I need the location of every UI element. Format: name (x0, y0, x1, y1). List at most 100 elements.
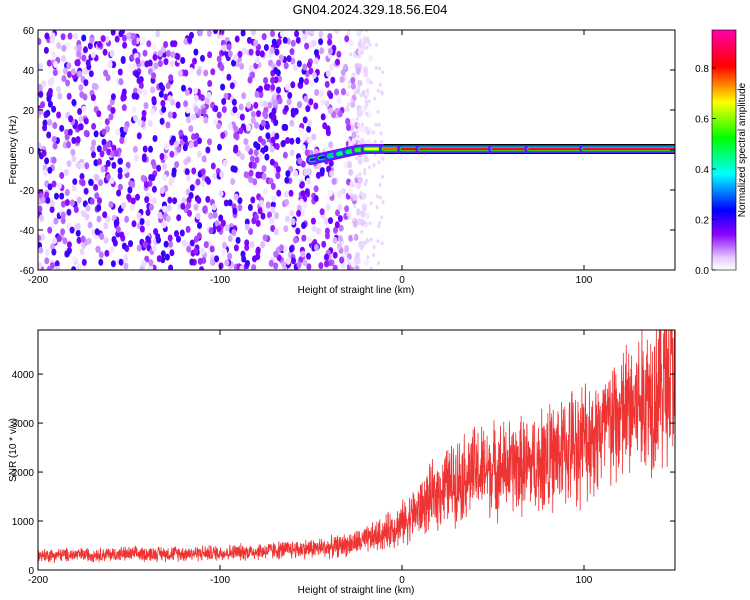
heatmap-cell (273, 250, 279, 258)
heatmap-cell (260, 241, 266, 249)
heatmap-cell (96, 145, 102, 153)
heatmap-cell (298, 127, 304, 135)
heatmap-cell (251, 264, 257, 270)
heatmap-cell (66, 241, 72, 249)
heatmap-cell (67, 128, 73, 136)
heatmap-cell (91, 122, 97, 130)
heatmap-cell (158, 90, 164, 98)
heatmap-cell (64, 199, 70, 206)
heatmap-cell (54, 260, 60, 268)
heatmap-cell (80, 179, 86, 187)
heatmap-cell (60, 55, 66, 63)
heatmap-cell (351, 131, 357, 139)
heatmap-cell (233, 146, 238, 154)
heatmap-cell (72, 255, 77, 263)
heatmap-cell (257, 207, 263, 215)
heatmap-cell (283, 225, 289, 233)
heatmap-cell (38, 62, 43, 70)
heatmap-cell (274, 48, 280, 56)
heatmap-cell (264, 122, 270, 130)
heatmap-cell (91, 82, 97, 90)
heatmap-cell (303, 95, 309, 103)
heatmap-cell (245, 259, 250, 267)
heatmap-cell (216, 122, 222, 130)
heatmap-cell (269, 216, 274, 224)
heatmap-cell (233, 244, 239, 252)
heatmap-cell (325, 203, 331, 211)
heatmap-cell (270, 83, 276, 91)
heatmap-cell (81, 105, 87, 113)
heatmap-cell (313, 102, 319, 110)
heatmap-cell (41, 149, 47, 157)
heatmap-cell (183, 69, 189, 77)
heatmap-cell (240, 30, 246, 37)
heatmap-cell (325, 70, 331, 78)
heatmap-cell (76, 236, 82, 244)
y-tick-label: 4000 (12, 370, 35, 381)
heatmap-cell (151, 42, 157, 50)
heatmap-cell (79, 248, 85, 256)
heatmap-cell (334, 88, 340, 96)
heatmap-cell (305, 177, 311, 185)
heatmap-cell (283, 62, 289, 70)
heatmap-cell (79, 162, 85, 170)
heatmap-cell (270, 206, 276, 214)
heatmap-cell (193, 140, 199, 148)
heatmap-cell (128, 240, 133, 248)
heatmap-cell (227, 199, 233, 207)
heatmap-cell (220, 83, 226, 91)
heatmap-cell (145, 219, 151, 227)
heatmap-cell (198, 30, 203, 37)
heatmap-cell (376, 239, 380, 244)
heatmap-cell (125, 161, 131, 169)
heatmap-cell (320, 98, 326, 106)
heatmap-cell (285, 170, 291, 178)
heatmap-cell (62, 237, 68, 245)
heatmap-cell (66, 92, 72, 100)
heatmap-cell (161, 220, 167, 228)
heatmap-cell (352, 217, 356, 222)
snr-ylabel: SNR (10 * v/v) (8, 418, 19, 482)
heatmap-cell (272, 99, 277, 107)
heatmap-cell (171, 167, 177, 175)
heatmap-cell (329, 170, 335, 178)
heatmap-cell (271, 38, 277, 46)
heatmap-cell (314, 49, 319, 57)
heatmap-cell (98, 179, 103, 187)
heatmap-cell (95, 245, 101, 253)
heatmap-cell (290, 110, 296, 118)
heatmap-cell (280, 30, 285, 38)
heatmap-cell (217, 143, 222, 151)
heatmap-cell (372, 130, 376, 135)
heatmap-cell (144, 196, 150, 204)
heatmap-cell (255, 219, 261, 227)
heatmap-cell (40, 101, 46, 109)
heatmap-cell (55, 265, 61, 270)
heatmap-cell (159, 153, 165, 160)
heatmap-cell (38, 205, 43, 213)
heatmap-cell (148, 145, 153, 153)
heatmap-cell (143, 181, 149, 189)
heatmap-cell (67, 71, 72, 78)
heatmap-cell (49, 199, 55, 207)
heatmap-cell (185, 106, 191, 114)
heatmap-cell (59, 192, 65, 200)
heatmap-cell (347, 102, 351, 107)
heatmap-cell (52, 122, 58, 129)
heatmap-cell (176, 235, 181, 243)
heatmap-cell (160, 84, 166, 92)
heatmap-cell (71, 184, 77, 192)
heatmap-cell (311, 71, 317, 79)
heatmap-cell (187, 209, 192, 217)
heatmap-cell (69, 226, 75, 234)
heatmap-cell (164, 143, 170, 151)
heatmap-cell (328, 92, 334, 100)
heatmap-cell (169, 150, 175, 158)
heatmap-cell (357, 176, 363, 184)
heatmap-cell (39, 214, 44, 222)
heatmap-cell (273, 228, 279, 236)
heatmap-cell (222, 159, 228, 167)
heatmap-cell (259, 199, 265, 207)
heatmap-cell (301, 234, 307, 242)
heatmap-cell (56, 42, 62, 50)
